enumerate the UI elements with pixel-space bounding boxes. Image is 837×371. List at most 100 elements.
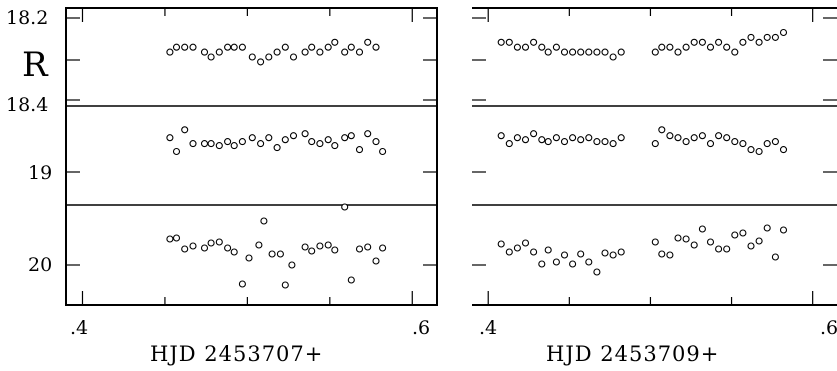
left-panel-1-point: [308, 138, 316, 146]
right-panel-0-point: [666, 43, 674, 51]
left-panel-2-point: [255, 241, 263, 249]
right-panel-0-point: [609, 53, 617, 61]
right-panel-2-point: [674, 234, 682, 242]
right-panel-2-point: [617, 248, 625, 256]
right-panel-2-point: [651, 238, 659, 246]
left-panel-2-point: [364, 243, 372, 251]
right-panel-2-point: [658, 250, 666, 258]
left-panel-2-point: [238, 280, 246, 288]
left-panel-0-point: [273, 48, 281, 56]
right-panel-1-point: [666, 132, 674, 140]
left-panel-2-point: [281, 281, 289, 289]
left-panel-1-point: [372, 138, 380, 146]
right-panel-0-point: [538, 43, 546, 51]
left-panel-2-point: [245, 254, 253, 262]
left-panel-0-point: [257, 58, 265, 66]
right-panel-2-point: [706, 238, 715, 246]
right-panel-0-point: [674, 48, 682, 56]
right-panel-1-point: [771, 138, 779, 146]
right-panel-2-point: [698, 225, 706, 233]
right-panel-1-point: [609, 140, 617, 148]
right-panel-2-point: [530, 248, 538, 256]
left-panel-1-point: [273, 144, 281, 152]
left-panel-0-point: [230, 43, 238, 51]
right-panel-2-point: [585, 258, 593, 266]
right-panel-1-point: [601, 138, 609, 146]
right-panel-0-point: [723, 43, 731, 51]
left-panel-0-point: [341, 48, 349, 56]
right-panel-2-point: [569, 260, 577, 268]
right-panel-2-point: [538, 260, 546, 268]
right-panel-0-point: [505, 38, 513, 46]
left-panel-1-point: [215, 142, 223, 150]
left-panel-2-point: [172, 234, 181, 242]
right-panel-0-point: [560, 48, 569, 56]
left-panel-2-point: [355, 245, 364, 253]
y-tick-label-19: 19: [28, 162, 52, 184]
left-panel-1-point: [301, 130, 309, 138]
left-panel-1-point: [181, 126, 189, 134]
right-x-axis-label: HJD 2453709+: [546, 342, 719, 366]
left-panel-0-point: [324, 43, 332, 51]
left-panel-0-point: [238, 43, 246, 51]
left-panel-1-point: [224, 138, 232, 146]
right-panel-0-point: [651, 48, 659, 56]
right-panel-2-point: [513, 244, 521, 252]
left-x-axis-label: HJD 2453707+: [150, 342, 323, 366]
right-panel-0-point: [706, 43, 715, 51]
left-panel-2-point: [379, 244, 387, 252]
right-panel-2-point: [715, 245, 723, 253]
right-panel-2-point: [577, 250, 585, 258]
left-panel-2-point: [189, 242, 197, 250]
right-panel-0-point: [521, 43, 530, 51]
right-panel-0-point: [779, 28, 788, 37]
left-panel-2-point: [301, 243, 309, 251]
left-panel-1-point: [341, 134, 349, 142]
y-tick-label-18.4: 18.4: [6, 94, 48, 116]
left-panel-1-point: [355, 146, 364, 154]
left-panel-0-point: [301, 48, 309, 56]
right-panel-1-point: [552, 134, 560, 142]
right-panel-2-point: [771, 253, 779, 261]
right-panel-1-point: [690, 134, 698, 142]
left-panel-0-point: [265, 53, 273, 61]
right-panel-1-point: [497, 132, 505, 140]
left-panel-1-point: [257, 140, 265, 148]
right-panel-1-point: [755, 147, 763, 156]
right-panel-2-point: [593, 268, 601, 276]
left-panel-2-point: [316, 242, 324, 250]
right-panel-0-point: [513, 43, 521, 51]
right-panel-1-point: [651, 140, 659, 148]
left-panel-2-point: [347, 276, 355, 284]
y-tick-label-20: 20: [28, 254, 52, 276]
right-panel-1-point: [715, 132, 723, 140]
right-panel-2-point: [552, 258, 560, 266]
right-panel-1-point: [617, 134, 625, 142]
right-panel-0-point: [682, 43, 690, 51]
right-panel-2-point: [755, 237, 763, 245]
left-panel-2-point: [215, 238, 223, 246]
right-panel-0-point: [569, 48, 577, 56]
right-panel-0-point: [763, 33, 771, 41]
right-panel-1-point: [731, 138, 739, 146]
right-panel-0-point: [698, 38, 706, 46]
right-panel-0-point: [497, 38, 505, 46]
left-panel-2-point: [181, 245, 189, 253]
right-panel-0-point: [530, 38, 538, 46]
right-panel-2-point: [739, 229, 747, 237]
left-panel-2-point: [166, 235, 174, 243]
left-panel-2-point: [308, 247, 316, 255]
right-panel-2-point: [747, 242, 755, 250]
left-x-tick-label-.4: .4: [70, 317, 88, 339]
right-panel-1-point: [560, 138, 569, 146]
right-panel-1-point: [658, 126, 666, 134]
right-panel-1-point: [544, 138, 552, 146]
left-panel-0-point: [347, 43, 355, 51]
left-panel-0-point: [372, 43, 380, 51]
right-panel-0-point: [617, 48, 625, 56]
right-panel-1-point: [577, 136, 585, 144]
right-panel-0-point: [601, 48, 609, 56]
left-panel-2-point: [341, 203, 349, 211]
